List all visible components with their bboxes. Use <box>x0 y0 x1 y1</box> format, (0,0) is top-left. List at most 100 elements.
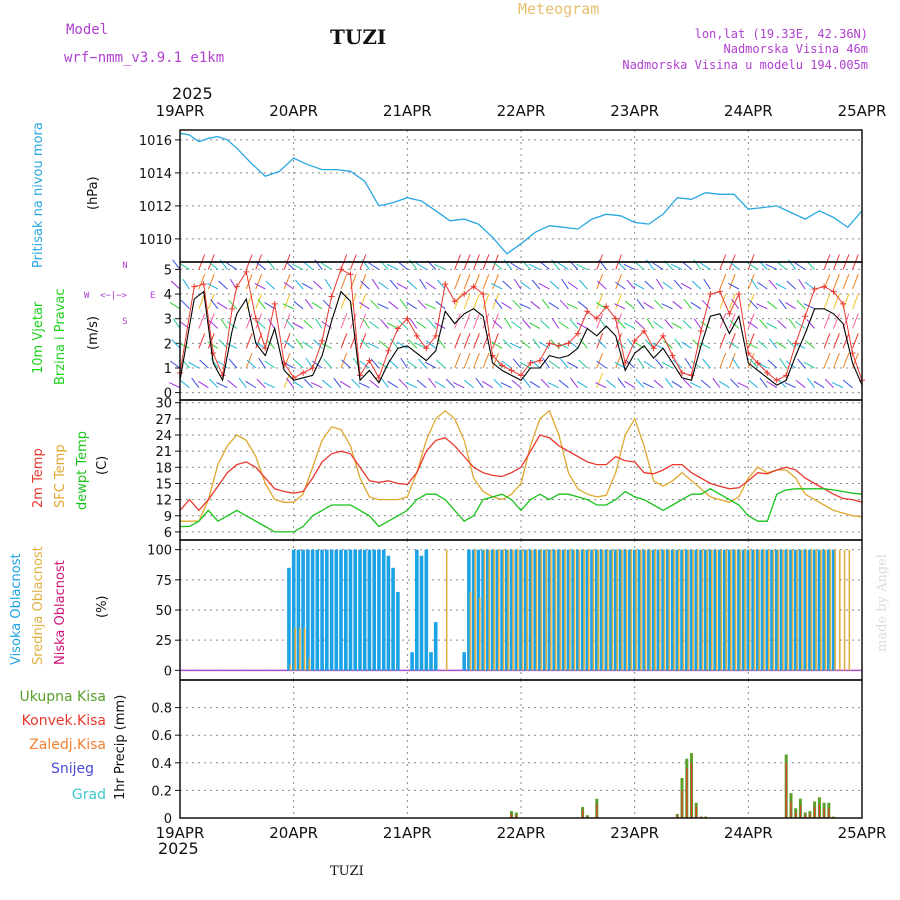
wind-barb <box>635 378 645 389</box>
cloud-bar-0 <box>590 549 594 671</box>
wind-barb <box>785 301 796 310</box>
wind-barb <box>217 360 228 369</box>
cloud-bar-1 <box>592 549 595 671</box>
wind-barb <box>388 300 399 310</box>
cloud-bar-1 <box>498 549 500 671</box>
cloud-bar-0 <box>481 549 485 671</box>
compass-s: S <box>122 317 127 327</box>
wind-barb <box>596 372 604 388</box>
wind-barb <box>302 341 313 349</box>
cloud-bar-0 <box>713 549 717 671</box>
cloud-bar-0 <box>580 549 585 671</box>
wind-barb <box>646 259 654 270</box>
wind-barb <box>796 299 806 310</box>
cloud-bar-0 <box>571 549 575 671</box>
wind-barb <box>454 274 461 290</box>
wind-barb <box>255 293 263 309</box>
cloud-bar-1 <box>805 549 808 671</box>
x-tick-top-4: 23APR <box>610 102 659 120</box>
cloud-bar-1 <box>659 549 661 671</box>
wind-barb <box>823 293 831 309</box>
wind-barb <box>785 360 796 369</box>
wind-barb <box>405 382 418 389</box>
cloud-bar-0 <box>377 549 381 671</box>
precip-bar-1 <box>515 815 517 818</box>
cloud-bar-1 <box>630 549 633 671</box>
cloud-bar-0 <box>306 549 310 671</box>
wind-barb <box>596 274 604 290</box>
cloud-bar-1 <box>711 549 713 671</box>
wind-gust-marker <box>574 330 581 337</box>
precip-legend-conv: Konvek.Kisa <box>22 713 106 729</box>
precip-legend-snow: Snijeg <box>51 761 94 777</box>
wind-barb <box>453 382 465 389</box>
cloud-bar-0 <box>495 549 500 671</box>
cloud-bar-1 <box>772 549 775 671</box>
wind-barb <box>257 298 266 310</box>
wind-barb <box>617 319 626 329</box>
wind-barb <box>207 274 215 290</box>
cloud-bar-0 <box>760 549 765 671</box>
wind-barb <box>577 300 588 310</box>
wind-barb <box>692 339 702 349</box>
temp2m-ylabel: 2m Temp <box>31 448 46 508</box>
wind-barb <box>380 319 389 329</box>
wind-barb <box>728 274 736 290</box>
cloud-bar-1 <box>569 549 571 671</box>
cloud-bar-0 <box>784 549 788 671</box>
y-tick-temperature-3: 15 <box>155 477 172 492</box>
wind-barb <box>529 380 541 389</box>
wind-barb <box>614 303 626 310</box>
wind-barb <box>398 378 408 389</box>
wind-barb <box>313 339 323 349</box>
wind-barb <box>226 262 238 270</box>
wind-barb <box>595 301 607 310</box>
wind-barb <box>644 280 654 290</box>
cloud-bar-1 <box>550 549 552 671</box>
cloud-bar-0 <box>310 549 315 671</box>
cloud-bar-1 <box>554 549 557 671</box>
wind-barb <box>728 313 736 329</box>
sfc-ylabel: SFC Temp <box>53 444 68 508</box>
wind-barb <box>852 333 859 349</box>
wind-barb <box>207 282 219 290</box>
y-tick-temperature-7: 27 <box>155 413 172 428</box>
cloud-bar-0 <box>779 549 784 671</box>
cloud-bar-0 <box>490 549 495 671</box>
wind-compass: W <−|−> E N S <box>84 261 155 327</box>
cloud-bar-0 <box>718 549 722 671</box>
y-tick-cloud-0: 0 <box>164 664 172 679</box>
cloud-bar-0 <box>732 549 736 671</box>
wind-barb <box>747 313 755 329</box>
wind-barb <box>547 382 560 389</box>
x-tick-top-6: 25APR <box>838 102 887 120</box>
wind-barb <box>559 299 569 310</box>
cloud-bar-0 <box>505 549 509 671</box>
cloud-bar-1 <box>611 549 614 671</box>
wind-barb <box>598 259 607 270</box>
precip-bar-1 <box>795 812 797 818</box>
wind-gust-marker <box>754 360 761 367</box>
wind-barb <box>416 321 427 329</box>
cloud-bar-0 <box>538 549 542 671</box>
cloud-bar-0 <box>812 549 817 671</box>
cloud-bar-0 <box>566 549 571 671</box>
cloud-bar-1 <box>786 549 789 671</box>
wind-barb <box>681 261 692 270</box>
x-tick-top-2: 21APR <box>383 102 432 120</box>
wind-gust-marker <box>679 369 686 376</box>
cloud-bar-1 <box>848 549 851 671</box>
wind-gust-marker <box>669 352 676 359</box>
wind-barb <box>670 263 683 270</box>
precip-bar-1 <box>596 804 598 818</box>
wind-barb <box>643 301 654 310</box>
wind-barb <box>842 333 850 349</box>
cloud-bar-1 <box>829 549 832 671</box>
cloud-bar-0 <box>410 652 414 671</box>
y-tick-cloud-1: 25 <box>155 634 172 649</box>
cloud-bar-1 <box>696 549 699 671</box>
wind-gust-marker <box>792 340 799 347</box>
cloud-bar-1 <box>824 549 827 671</box>
wind-barb <box>292 380 304 389</box>
y-tick-cloud-2: 50 <box>155 604 172 619</box>
